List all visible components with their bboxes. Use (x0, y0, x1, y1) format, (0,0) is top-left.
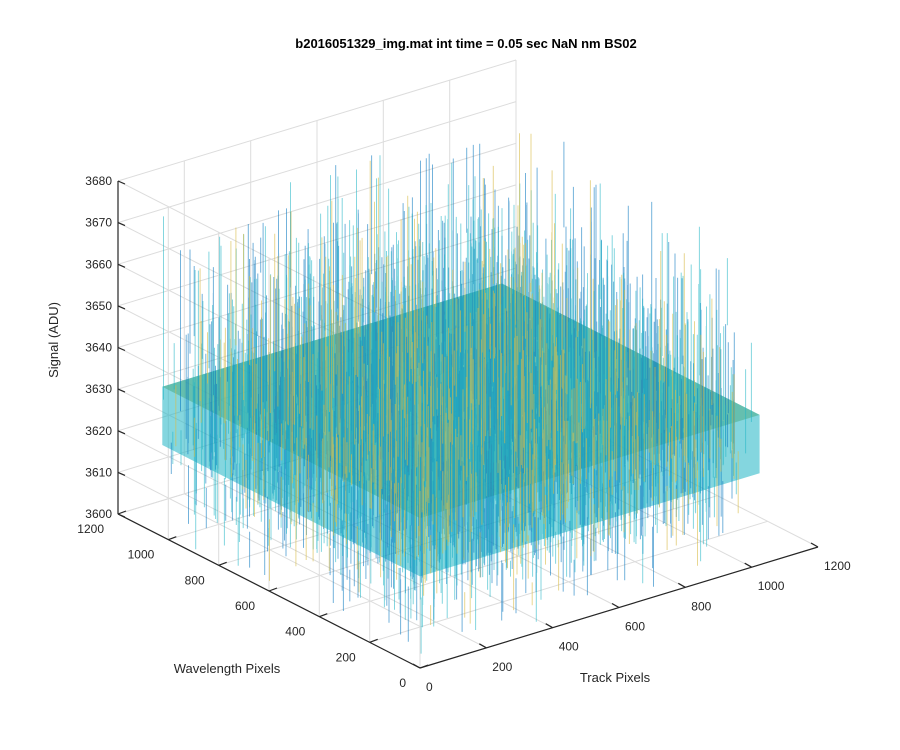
y-tick (218, 561, 227, 566)
tick-layer: 0 200 400 600 800 1000 1200 0 200 400 600 800 1000 12… (77, 174, 851, 694)
y-tick-label: 200 (336, 650, 356, 664)
right-wall-grid-z (117, 267, 517, 390)
z-tick-label: 3640 (85, 341, 112, 355)
y-tick (117, 510, 127, 515)
y-tick (419, 664, 429, 669)
y-tick-label: 1200 (77, 522, 104, 536)
y-tick-label: 400 (285, 625, 305, 639)
z-tick-label: 3610 (85, 465, 112, 479)
y-tick-label: 800 (185, 573, 205, 587)
floor-grid-y (369, 520, 768, 643)
x-axis-label: Track Pixels (580, 670, 651, 685)
chart-title: b2016051329_img.mat int time = 0.05 sec … (295, 36, 636, 51)
z-tick-label: 3660 (85, 257, 112, 271)
z-tick-label: 3630 (85, 382, 112, 396)
y-axis-label: Wavelength Pixels (174, 661, 281, 676)
x-tick (611, 602, 620, 609)
y-tick (168, 536, 177, 541)
x-tick (545, 623, 553, 629)
x-tick-label: 1200 (824, 559, 851, 573)
z-axis-label: Signal (ADU) (46, 302, 61, 378)
x-tick-label: 800 (691, 599, 711, 613)
x-tick-label: 400 (559, 640, 579, 654)
right-wall-grid-z (117, 184, 517, 307)
y-tick-label: 1000 (128, 548, 155, 562)
x-tick-label: 0 (426, 680, 433, 694)
z-tick-label: 3680 (85, 174, 112, 188)
surface-mid-values (163, 155, 752, 654)
right-wall-grid-z (117, 226, 517, 348)
surface-layer (162, 133, 760, 654)
z-tick (117, 430, 126, 435)
y-tick-label: 0 (399, 676, 406, 690)
z-tick (117, 180, 126, 185)
z-tick-label: 3650 (85, 299, 112, 313)
y-tick (268, 587, 278, 592)
right-wall-grid-z (117, 142, 517, 265)
z-tick (117, 346, 126, 352)
z-tick (117, 388, 126, 393)
z-tick (117, 263, 126, 268)
y-tick (369, 638, 378, 643)
z-tick-label: 3670 (85, 216, 112, 230)
surface-strokes (162, 133, 760, 654)
x-tick-label: 1000 (758, 579, 785, 593)
x-tick (678, 582, 686, 588)
x-tick (479, 643, 487, 649)
z-tick (117, 513, 126, 518)
z-tick (117, 222, 126, 227)
z-tick-label: 3600 (85, 507, 112, 521)
y-tick (319, 613, 328, 618)
x-tick (810, 542, 819, 548)
x-tick-label: 200 (492, 660, 512, 674)
y-tick-label: 600 (235, 599, 255, 613)
z-tick-label: 3620 (85, 424, 112, 438)
x-tick (744, 562, 752, 568)
floor-grid-y (319, 495, 718, 618)
z-tick (117, 471, 126, 476)
x-tick-label: 600 (625, 620, 645, 634)
x-tick (412, 663, 421, 669)
right-wall-grid-z (117, 101, 517, 224)
z-tick (117, 305, 126, 310)
right-wall-grid-z (117, 59, 517, 182)
surface-high-values (175, 133, 739, 625)
